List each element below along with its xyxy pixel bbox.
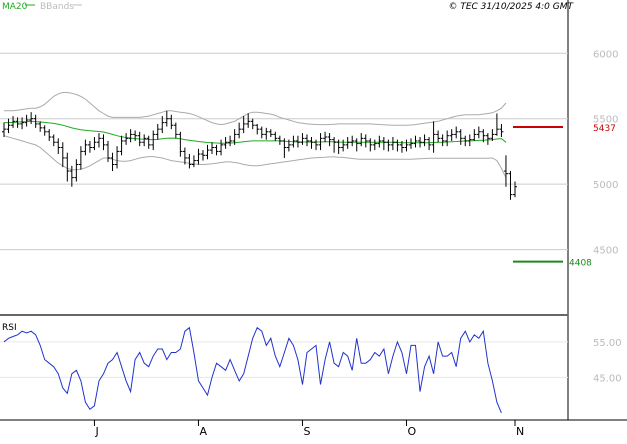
x-tick-label: S bbox=[303, 425, 310, 438]
rsi-y-tick-label: 45.00 bbox=[593, 373, 622, 384]
rsi-y-ticks: 55.00 45.00 bbox=[593, 338, 622, 385]
bband-upper bbox=[4, 92, 507, 126]
support-level-label: 4408 bbox=[569, 259, 592, 269]
rsi-line bbox=[3, 326, 502, 414]
price-y-tick-label: 5000 bbox=[593, 180, 618, 191]
price-y-ticks: 6000 5500 5000 4500 bbox=[593, 49, 618, 256]
x-tick-label: O bbox=[407, 425, 416, 438]
ma20-line bbox=[4, 120, 507, 144]
price-y-tick-label: 4500 bbox=[593, 246, 618, 257]
rsi-polyline bbox=[3, 326, 502, 414]
rsi-grid bbox=[0, 341, 568, 378]
price-grid bbox=[0, 52, 568, 316]
price-y-tick-label: 5500 bbox=[593, 115, 618, 126]
legend-ma20-label: MA20 bbox=[2, 2, 28, 12]
ohlc-bars bbox=[2, 110, 517, 200]
x-tick-label: N bbox=[516, 425, 524, 438]
bollinger-bands bbox=[3, 92, 507, 178]
legend: MA20 BBands bbox=[2, 2, 82, 12]
rsi-title: RSI bbox=[2, 323, 17, 333]
x-tick-label: A bbox=[199, 425, 207, 438]
rsi-y-tick-label: 55.00 bbox=[593, 338, 622, 349]
key-levels: 5437 4408 bbox=[513, 124, 616, 269]
chart-frame bbox=[0, 0, 627, 421]
ma20-polyline bbox=[4, 120, 507, 144]
x-tick-label: J bbox=[94, 425, 98, 438]
price-y-tick-label: 6000 bbox=[593, 49, 618, 60]
resistance-level-label: 5437 bbox=[593, 124, 616, 134]
copyright-text: © TEC 31/10/2025 4:0 GMT bbox=[448, 2, 574, 12]
bband-lower bbox=[3, 135, 507, 178]
legend-bbands-label: BBands bbox=[40, 2, 74, 12]
